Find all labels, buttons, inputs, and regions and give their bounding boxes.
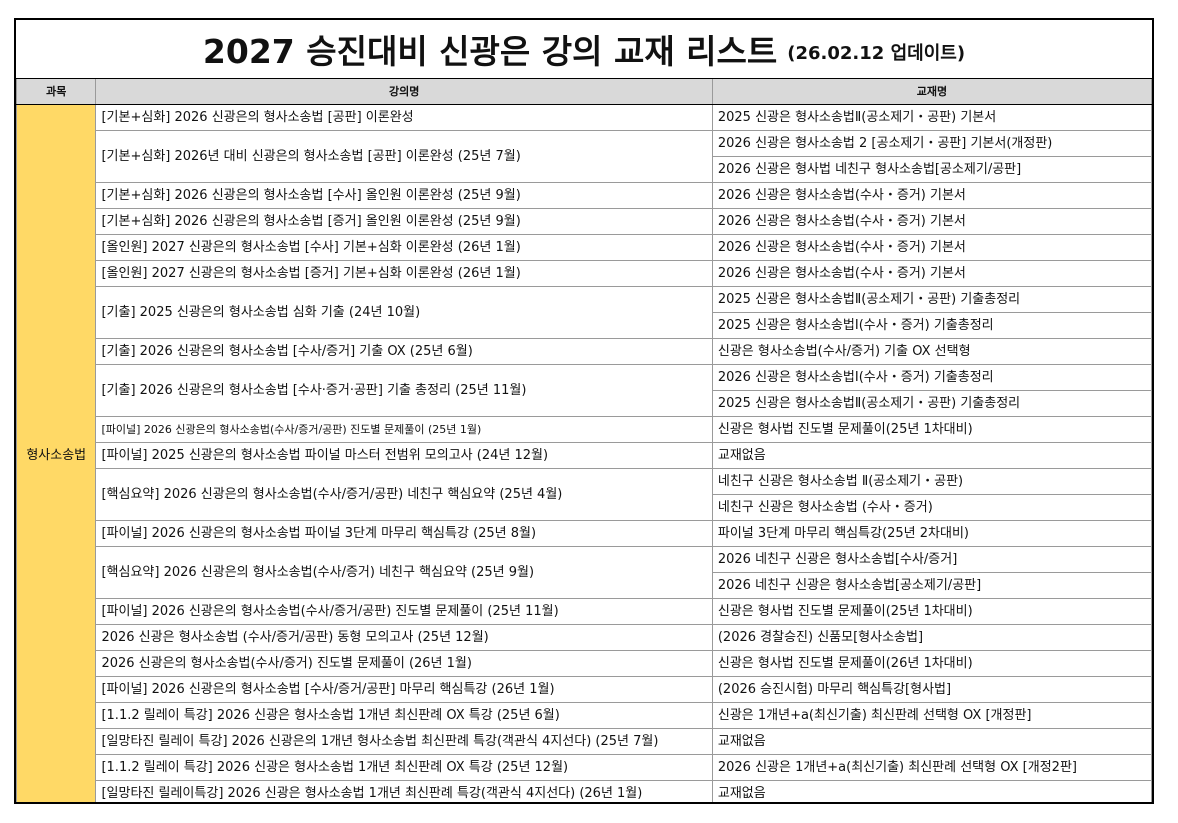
book-cell: 2026 신광은 형사소송법Ⅰ(수사・증거) 기출총정리 [711,364,1152,391]
lecture-cell: [1.1.2 릴레이 특강] 2026 신광은 형사소송법 1개년 최신판례 O… [95,754,713,781]
book-cell: 2026 신광은 형사소송법(수사・증거) 기본서 [711,208,1152,235]
book-cell: 네친구 신광은 형사소송법 Ⅱ(공소제기・공판) [711,468,1152,495]
book-cell: 2026 신광은 형사법 네친구 형사소송법[공소제기/공판] [711,156,1152,183]
table-row: [핵심요약] 2026 신광은의 형사소송법(수사/증거/공판) 네친구 핵심요… [17,468,1152,521]
header-lecture: 강의명 [95,79,713,105]
table-row: [올인원] 2027 신광은의 형사소송법 [수사] 기본+심화 이론완성 (2… [17,234,1152,261]
table-row: [올인원] 2027 신광은의 형사소송법 [증거] 기본+심화 이론완성 (2… [17,260,1152,287]
lecture-cell: [기출] 2026 신광은의 형사소송법 [수사/증거] 기출 OX (25년 … [95,338,713,365]
book-cell: 신광은 1개년+a(최신기출) 최신판례 선택형 OX [개정판] [711,702,1152,729]
book-cell: 신광은 형사법 진도별 문제풀이(25년 1차대비) [711,598,1152,625]
book-cell: 2026 신광은 형사소송법 2 [공소제기・공판] 기본서(개정판) [711,130,1152,157]
table-row: [기본+심화] 2026 신광은의 형사소송법 [증거] 올인원 이론완성 (2… [17,208,1152,235]
table-row: 2026 신광은 형사법 네친구 형사소송법[공소제기/공판] [17,156,1152,183]
lecture-cell: [올인원] 2027 신광은의 형사소송법 [증거] 기본+심화 이론완성 (2… [95,260,713,287]
book-cell: 네친구 신광은 형사소송법 (수사・증거) [711,494,1152,521]
table-row: [핵심요약] 2026 신광은의 형사소송법(수사/증거) 네친구 핵심요약 (… [17,546,1152,599]
lecture-cell: 2026 신광은 형사소송법 (수사/증거/공판) 동형 모의고사 (25년 1… [95,624,713,651]
book-cell: 파이널 3단계 마무리 핵심특강(25년 2차대비) [711,520,1152,547]
table-row: [기출] 2026 신광은의 형사소송법 [수사/증거] 기출 OX (25년 … [17,338,1152,365]
table-row: 2025 신광은 형사소송법Ⅰ(수사・증거) 기출총정리 [17,312,1152,339]
subject-cell: 형사소송법 [16,104,97,802]
lecture-cell: [기출] 2026 신광은의 형사소송법 [수사·증거·공판] 기출 총정리 (… [95,364,713,417]
table-row: [기출] 2026 신광은의 형사소송법 [수사·증거·공판] 기출 총정리 (… [17,364,1152,417]
table-row: 2026 네친구 신광은 형사소송법[공소제기/공판] [17,572,1152,599]
lecture-cell: [핵심요약] 2026 신광은의 형사소송법(수사/증거/공판) 네친구 핵심요… [95,468,713,521]
table-row: 2026 신광은 형사소송법 (수사/증거/공판) 동형 모의고사 (25년 1… [17,624,1152,651]
header-book: 교재명 [711,79,1152,105]
book-cell: 교재없음 [711,728,1152,755]
table-row: [기본+심화] 2026 신광은의 형사소송법 [수사] 올인원 이론완성 (2… [17,182,1152,209]
lecture-cell: [핵심요약] 2026 신광은의 형사소송법(수사/증거) 네친구 핵심요약 (… [95,546,713,599]
lecture-cell: [파이널] 2025 신광은의 형사소송법 파이널 마스터 전범위 모의고사 (… [95,442,713,469]
table-body: 형사소송법 [기본+심화] 2026 신광은의 형사소송법 [공판] 이론완성 20… [16,104,1152,802]
lecture-cell: [기본+심화] 2026년 대비 신광은의 형사소송법 [공판] 이론완성 (2… [95,130,713,183]
table-row: [1.1.2 릴레이 특강] 2026 신광은 형사소송법 1개년 최신판례 O… [17,702,1152,729]
lecture-cell: [파이널] 2026 신광은의 형사소송법(수사/증거/공판) 진도별 문제풀이… [95,416,713,443]
lecture-cell: [기본+심화] 2026 신광은의 형사소송법 [수사] 올인원 이론완성 (2… [95,182,713,209]
book-cell: 신광은 형사법 진도별 문제풀이(25년 1차대비) [711,416,1152,443]
header-subject: 과목 [16,79,97,105]
book-cell: 2025 신광은 형사소송법Ⅱ(공소제기・공판) 기출총정리 [711,286,1152,313]
book-cell: 교재없음 [711,780,1152,802]
book-cell: 2026 신광은 1개년+a(최신기출) 최신판례 선택형 OX [개정2판] [711,754,1152,781]
table-row: 형사소송법 [기본+심화] 2026 신광은의 형사소송법 [공판] 이론완성 20… [16,104,1152,802]
book-cell: 2025 신광은 형사소송법Ⅱ(공소제기・공판) 기본서 [711,104,1152,131]
book-cell: (2026 경찰승진) 신품모[형사소송법] [711,624,1152,651]
table-row: [기본+심화] 2026년 대비 신광은의 형사소송법 [공판] 이론완성 (2… [17,130,1152,183]
table-row: [1.1.2 릴레이 특강] 2026 신광은 형사소송법 1개년 최신판례 O… [17,754,1152,781]
table-row: [파이널] 2026 신광은의 형사소송법 파이널 3단계 마무리 핵심특강 (… [17,520,1152,547]
table-row: 네친구 신광은 형사소송법 (수사・증거) [17,494,1152,521]
lecture-cell: [올인원] 2027 신광은의 형사소송법 [수사] 기본+심화 이론완성 (2… [95,234,713,261]
book-cell: 신광은 형사법 진도별 문제풀이(26년 1차대비) [711,650,1152,677]
lecture-cell: 2026 신광은의 형사소송법(수사/증거) 진도별 문제풀이 (26년 1월) [95,650,713,677]
lecture-cell: [일망타진 릴레이 특강] 2026 신광은의 1개년 형사소송법 최신판례 특… [95,728,713,755]
lecture-book-sheet: 2027 승진대비 신광은 강의 교재 리스트 (26.02.12 업데이트) … [14,18,1154,804]
book-cell: 2026 신광은 형사소송법(수사・증거) 기본서 [711,260,1152,287]
lecture-cell: [파이널] 2026 신광은의 형사소송법(수사/증거/공판) 진도별 문제풀이… [95,598,713,625]
book-cell: 2026 신광은 형사소송법(수사・증거) 기본서 [711,234,1152,261]
table-row: [파이널] 2026 신광은의 형사소송법(수사/증거/공판) 진도별 문제풀이… [17,598,1152,625]
lecture-cell: [일망타진 릴레이특강] 2026 신광은 형사소송법 1개년 최신판례 특강(… [95,780,713,802]
lecture-cell: [파이널] 2026 신광은의 형사소송법 [수사/증거/공판] 마무리 핵심특… [95,676,713,703]
page-title: 2027 승진대비 신광은 강의 교재 리스트 [202,32,778,71]
update-date: (26.02.12 업데이트) [787,43,966,64]
lecture-cell: [기본+심화] 2026 신광은의 형사소송법 [공판] 이론완성 [95,104,713,131]
title-row: 2027 승진대비 신광은 강의 교재 리스트 (26.02.12 업데이트) [16,20,1152,79]
table-row: [일망타진 릴레이 특강] 2026 신광은의 1개년 형사소송법 최신판례 특… [17,728,1152,755]
book-cell: 신광은 형사소송법(수사/증거) 기출 OX 선택형 [711,338,1152,365]
table-row: [파이널] 2026 신광은의 형사소송법 [수사/증거/공판] 마무리 핵심특… [17,676,1152,703]
book-cell: 2026 신광은 형사소송법(수사・증거) 기본서 [711,182,1152,209]
table-row: [파이널] 2025 신광은의 형사소송법 파이널 마스터 전범위 모의고사 (… [17,442,1152,469]
lecture-cell: [1.1.2 릴레이 특강] 2026 신광은 형사소송법 1개년 최신판례 O… [95,702,713,729]
table-header-row: 과목 강의명 교재명 [16,79,1152,105]
book-cell: 2025 신광은 형사소송법Ⅰ(수사・증거) 기출총정리 [711,312,1152,339]
book-cell: 2025 신광은 형사소송법Ⅱ(공소제기・공판) 기출총정리 [711,390,1152,417]
book-cell: 교재없음 [711,442,1152,469]
lecture-cell: [파이널] 2026 신광은의 형사소송법 파이널 3단계 마무리 핵심특강 (… [95,520,713,547]
lecture-cell: [기본+심화] 2026 신광은의 형사소송법 [증거] 올인원 이론완성 (2… [95,208,713,235]
table-row: 2026 신광은의 형사소송법(수사/증거) 진도별 문제풀이 (26년 1월)… [17,650,1152,677]
lecture-table: 과목 강의명 교재명 형사소송법 [기본+심화] 2026 신광은의 형사소송법 … [16,79,1152,802]
table-row: [기출] 2025 신광은의 형사소송법 심화 기출 (24년 10월) 2025… [17,286,1152,339]
book-cell: 2026 네친구 신광은 형사소송법[수사/증거] [711,546,1152,573]
table-row: [일망타진 릴레이특강] 2026 신광은 형사소송법 1개년 최신판례 특강(… [17,780,1152,802]
table-row: [파이널] 2026 신광은의 형사소송법(수사/증거/공판) 진도별 문제풀이… [17,416,1152,443]
book-cell: (2026 승진시험) 마무리 핵심특강[형사법] [711,676,1152,703]
lecture-cell: [기출] 2025 신광은의 형사소송법 심화 기출 (24년 10월) [95,286,713,339]
book-cell: 2026 네친구 신광은 형사소송법[공소제기/공판] [711,572,1152,599]
